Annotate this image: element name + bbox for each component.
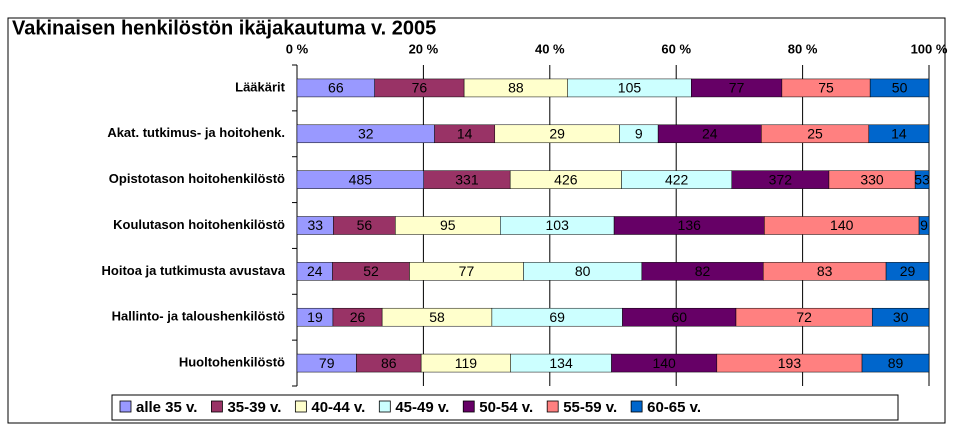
data-label: 24 xyxy=(702,125,718,141)
legend-swatch xyxy=(630,400,643,413)
data-label: 56 xyxy=(357,217,373,233)
bar-segment xyxy=(861,353,930,373)
legend-box xyxy=(111,394,899,421)
x-tick-label: 100 % xyxy=(911,41,948,56)
legend-swatch xyxy=(119,400,132,413)
data-label: 53 xyxy=(914,171,930,187)
legend-swatch xyxy=(546,400,559,413)
data-label: 77 xyxy=(729,80,745,96)
data-label: 19 xyxy=(307,309,323,325)
chart-title: Vakinaisen henkilöstön ikäjakautuma v. 2… xyxy=(12,17,436,39)
data-label: 79 xyxy=(319,355,335,371)
legend-label: 60-65 v. xyxy=(647,399,701,416)
x-tick-label: 80 % xyxy=(788,41,818,56)
data-label: 32 xyxy=(358,125,374,141)
data-label: 29 xyxy=(900,263,916,279)
data-label: 103 xyxy=(546,217,570,233)
data-label: 331 xyxy=(455,171,479,187)
data-label: 52 xyxy=(363,263,379,279)
legend-swatch xyxy=(462,400,475,413)
data-label: 30 xyxy=(893,309,909,325)
data-label: 29 xyxy=(549,125,565,141)
data-label: 83 xyxy=(817,263,833,279)
y-tick-label: Akat. tutkimus- ja hoitohenk. xyxy=(107,125,285,140)
data-label: 140 xyxy=(652,355,676,371)
data-label: 72 xyxy=(796,309,812,325)
data-label: 105 xyxy=(618,80,642,96)
data-label: 75 xyxy=(818,80,834,96)
data-label: 372 xyxy=(769,171,793,187)
bar-segment xyxy=(869,78,930,98)
legend-label: 45-49 v. xyxy=(395,399,449,416)
y-tick-label: Opistotason hoitohenkilöstö xyxy=(109,171,285,186)
data-label: 330 xyxy=(860,171,884,187)
y-tick-label: Koulutason hoitohenkilöstö xyxy=(113,217,285,232)
x-tick-label: 60 % xyxy=(661,41,691,56)
data-label: 76 xyxy=(412,80,428,96)
data-label: 119 xyxy=(455,355,478,371)
y-tick-label: Huoltohenkilöstö xyxy=(179,355,285,370)
data-label: 95 xyxy=(440,217,456,233)
data-label: 14 xyxy=(457,125,473,141)
chart-frame xyxy=(7,17,946,424)
y-tick-label: Hoitoa ja tutkimusta avustava xyxy=(102,263,286,278)
legend-swatch xyxy=(211,400,223,413)
data-label: 69 xyxy=(549,309,565,325)
data-label: 86 xyxy=(381,355,397,371)
data-label: 134 xyxy=(549,355,573,371)
x-tick-label: 40 % xyxy=(535,41,565,56)
data-label: 33 xyxy=(307,217,323,233)
y-tick-label: Lääkärit xyxy=(235,79,286,94)
data-label: 193 xyxy=(778,355,802,371)
data-label: 422 xyxy=(665,171,689,187)
data-label: 60 xyxy=(671,309,687,325)
data-label: 25 xyxy=(807,125,823,141)
data-label: 136 xyxy=(678,217,702,233)
legend-swatch xyxy=(294,400,307,413)
legend-swatch xyxy=(378,400,391,413)
data-label: 77 xyxy=(459,263,475,279)
data-label: 140 xyxy=(830,217,854,233)
data-label: 26 xyxy=(350,309,366,325)
data-label: 58 xyxy=(429,309,445,325)
bar-segment xyxy=(868,124,930,144)
bar-segment xyxy=(918,216,930,235)
data-label: 50 xyxy=(892,80,908,96)
data-label: 66 xyxy=(328,80,344,96)
bar-segment xyxy=(871,307,930,327)
legend-label: 35-39 v. xyxy=(227,399,281,416)
data-label: 82 xyxy=(695,263,711,279)
data-label: 14 xyxy=(891,125,907,141)
data-label: 426 xyxy=(554,171,578,187)
data-label: 485 xyxy=(349,171,373,187)
legend-label: 40-44 v. xyxy=(311,399,365,416)
data-label: 9 xyxy=(635,125,643,141)
data-label: 80 xyxy=(575,263,591,279)
data-label: 9 xyxy=(920,217,928,233)
legend-label: alle 35 v. xyxy=(136,399,197,416)
x-tick-label: 0 % xyxy=(286,41,309,56)
legend-label: 50-54 v. xyxy=(479,399,533,416)
bar-segment xyxy=(914,170,930,189)
legend-label: 55-59 v. xyxy=(563,399,617,416)
data-label: 89 xyxy=(888,355,904,371)
x-tick-label: 20 % xyxy=(409,41,439,56)
y-tick-label: Hallinto- ja taloushenkilöstö xyxy=(112,309,285,324)
bar-segment xyxy=(885,262,930,281)
data-label: 88 xyxy=(508,80,524,96)
data-label: 24 xyxy=(307,263,323,279)
